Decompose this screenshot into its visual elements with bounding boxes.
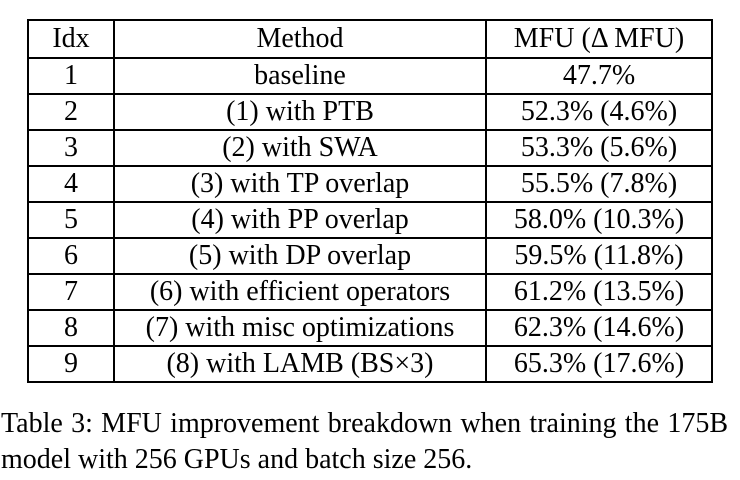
table-row: 5 (4) with PP overlap 58.0% (10.3%) xyxy=(27,201,713,239)
cell-method: (3) with TP overlap xyxy=(113,165,487,203)
table-caption: Table 3: MFU improvement breakdown when … xyxy=(1,406,728,478)
cell-mfu: 47.7% xyxy=(485,57,713,95)
cell-mfu: 55.5% (7.8%) xyxy=(485,165,713,203)
cell-method: (5) with DP overlap xyxy=(113,237,487,275)
table-row: 8 (7) with misc optimizations 62.3% (14.… xyxy=(27,309,713,347)
table-row: 6 (5) with DP overlap 59.5% (11.8%) xyxy=(27,237,713,275)
cell-mfu: 65.3% (17.6%) xyxy=(485,345,713,383)
cell-idx: 2 xyxy=(27,93,115,131)
table-row: 7 (6) with efficient operators 61.2% (13… xyxy=(27,273,713,311)
cell-idx: 8 xyxy=(27,309,115,347)
cell-idx: 1 xyxy=(27,57,115,95)
cell-mfu: 59.5% (11.8%) xyxy=(485,237,713,275)
cell-method: (8) with LAMB (BS×3) xyxy=(113,345,487,383)
cell-mfu: 52.3% (4.6%) xyxy=(485,93,713,131)
table-row: 4 (3) with TP overlap 55.5% (7.8%) xyxy=(27,165,713,203)
caption-line-2: model with 256 GPUs and batch size 256. xyxy=(1,444,473,475)
cell-method: (6) with efficient operators xyxy=(113,273,487,311)
table-row: 3 (2) with SWA 53.3% (5.6%) xyxy=(27,129,713,167)
mfu-breakdown-table: Idx Method MFU (Δ MFU) 1 baseline 47.7% … xyxy=(27,19,713,383)
cell-method: (7) with misc optimizations xyxy=(113,309,487,347)
column-header-mfu: MFU (Δ MFU) xyxy=(485,19,713,59)
cell-mfu: 53.3% (5.6%) xyxy=(485,129,713,167)
cell-idx: 6 xyxy=(27,237,115,275)
cell-method: (4) with PP overlap xyxy=(113,201,487,239)
cell-idx: 4 xyxy=(27,165,115,203)
table-row: 9 (8) with LAMB (BS×3) 65.3% (17.6%) xyxy=(27,345,713,383)
cell-idx: 5 xyxy=(27,201,115,239)
cell-method: (1) with PTB xyxy=(113,93,487,131)
table-row: 2 (1) with PTB 52.3% (4.6%) xyxy=(27,93,713,131)
table-row: 1 baseline 47.7% xyxy=(27,57,713,95)
column-header-idx: Idx xyxy=(27,19,115,59)
cell-method: baseline xyxy=(113,57,487,95)
caption-line-1: Table 3: MFU improvement breakdown when … xyxy=(1,408,728,439)
cell-method: (2) with SWA xyxy=(113,129,487,167)
cell-mfu: 62.3% (14.6%) xyxy=(485,309,713,347)
cell-mfu: 58.0% (10.3%) xyxy=(485,201,713,239)
cell-idx: 9 xyxy=(27,345,115,383)
cell-idx: 3 xyxy=(27,129,115,167)
cell-idx: 7 xyxy=(27,273,115,311)
table-header-row: Idx Method MFU (Δ MFU) xyxy=(27,19,713,59)
cell-mfu: 61.2% (13.5%) xyxy=(485,273,713,311)
column-header-method: Method xyxy=(113,19,487,59)
